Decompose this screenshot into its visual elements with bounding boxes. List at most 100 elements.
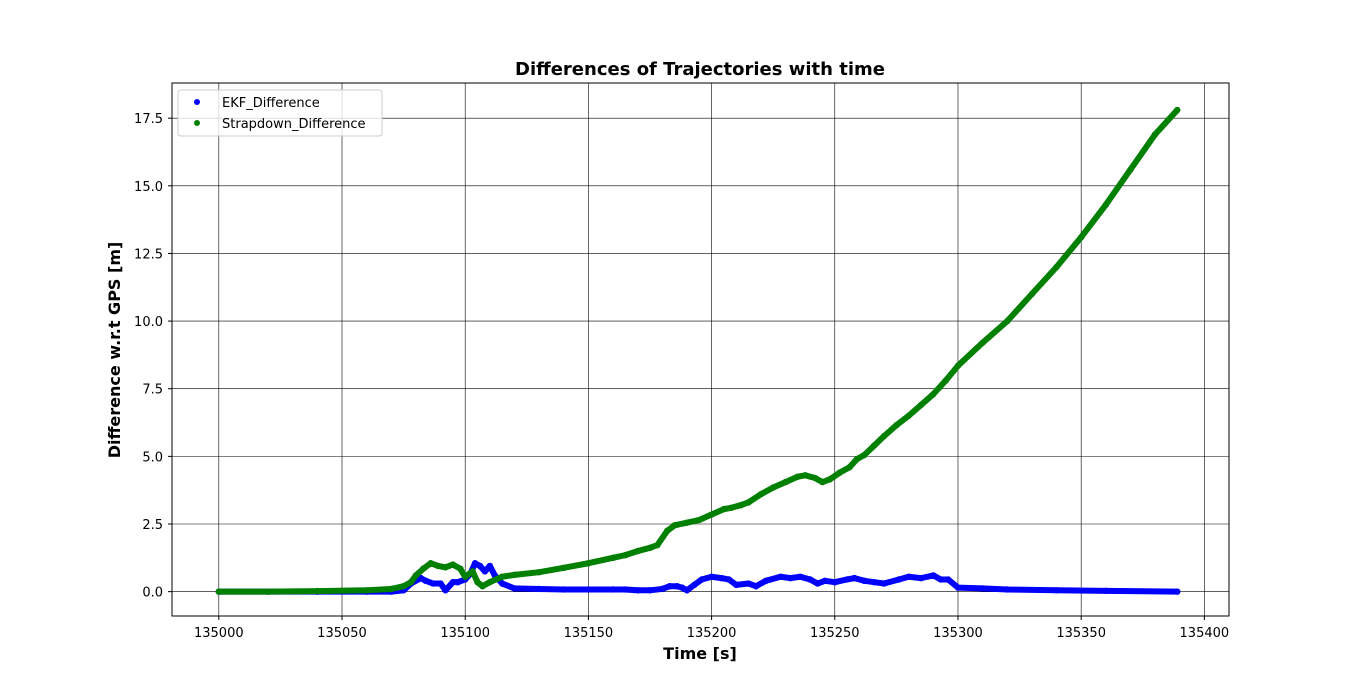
- data-point: [811, 474, 819, 482]
- x-tick-label: 135400: [1180, 626, 1230, 641]
- data-point: [511, 585, 518, 592]
- data-point: [454, 578, 462, 586]
- data-point: [1004, 317, 1011, 325]
- data-point: [671, 522, 678, 529]
- data-point: [942, 377, 949, 384]
- data-point: [979, 339, 986, 346]
- plot-frame: [171, 82, 1230, 617]
- data-point: [762, 577, 769, 585]
- data-point: [821, 577, 829, 585]
- data-point: [442, 564, 449, 571]
- data-point: [831, 578, 838, 586]
- data-point: [930, 572, 937, 579]
- data-point: [264, 588, 272, 595]
- x-tick-label: 135350: [1056, 626, 1106, 641]
- x-axis: 135000 135050 135100 135150 135200 135250 1353…: [194, 616, 1229, 641]
- data-point: [745, 580, 752, 587]
- series-layer: [215, 106, 1181, 595]
- data-point: [1053, 587, 1060, 594]
- data-point: [777, 573, 784, 580]
- data-point: [634, 547, 641, 555]
- data-point: [420, 565, 427, 572]
- data-point: [725, 576, 733, 583]
- data-point: [895, 576, 903, 583]
- data-point: [917, 401, 925, 409]
- data-point: [449, 578, 457, 586]
- data-point: [1174, 588, 1181, 595]
- data-point: [691, 581, 698, 589]
- data-point: [728, 504, 735, 511]
- x-tick-label: 135000: [194, 626, 244, 641]
- data-point: [853, 455, 861, 463]
- data-point: [1077, 234, 1085, 241]
- data-point: [474, 578, 481, 586]
- y-tick-label: 10.0: [134, 315, 163, 330]
- data-point: [664, 527, 671, 534]
- data-point: [769, 484, 777, 491]
- data-point: [861, 451, 868, 459]
- data-point: [954, 362, 962, 369]
- data-point: [646, 544, 654, 552]
- data-point: [400, 583, 407, 590]
- data-point: [560, 586, 567, 593]
- data-point: [826, 476, 834, 483]
- data-point: [954, 584, 962, 591]
- data-point: [836, 469, 843, 476]
- y-tick-label: 2.5: [142, 518, 163, 533]
- data-point: [806, 576, 814, 583]
- data-point: [871, 442, 878, 449]
- data-point: [434, 562, 442, 570]
- y-axis-label: Difference w.r.t GPS [m]: [105, 242, 124, 459]
- data-point: [917, 574, 925, 582]
- x-tick-label: 135300: [933, 626, 983, 641]
- data-point: [427, 560, 434, 567]
- data-point: [442, 587, 449, 594]
- data-point: [698, 576, 705, 583]
- data-point: [1127, 166, 1134, 173]
- data-point: [851, 574, 858, 582]
- legend-label-ekf: EKF_Difference: [222, 96, 320, 111]
- data-point: [720, 505, 728, 513]
- data-point: [1102, 587, 1110, 595]
- data-point: [678, 584, 686, 591]
- data-point: [486, 578, 494, 586]
- data-point: [819, 478, 826, 486]
- data-point: [861, 577, 868, 585]
- data-point: [930, 390, 937, 398]
- data-point: [944, 576, 952, 583]
- data-point: [363, 587, 370, 594]
- data-point: [1151, 131, 1159, 138]
- data-point: [462, 573, 469, 580]
- data-point: [979, 585, 986, 592]
- data-point: [498, 573, 506, 580]
- data-point: [634, 587, 641, 594]
- grid: [172, 83, 1229, 616]
- data-point: [905, 573, 912, 580]
- data-point: [893, 422, 900, 429]
- data-point: [880, 580, 888, 587]
- legend-label-strapdown: Strapdown_Difference: [222, 117, 366, 132]
- data-point: [215, 588, 223, 595]
- data-point: [1053, 263, 1060, 271]
- data-point: [417, 574, 425, 582]
- data-point: [871, 578, 878, 586]
- legend-box: [177, 89, 383, 137]
- data-point: [802, 472, 809, 479]
- y-tick-label: 17.5: [134, 112, 163, 127]
- data-point: [843, 576, 851, 583]
- data-point: [654, 541, 661, 549]
- data-point: [782, 478, 789, 486]
- data-point: [752, 583, 760, 590]
- y-tick-label: 7.5: [142, 383, 163, 398]
- x-axis-label: Time [s]: [663, 644, 737, 663]
- x-tick-label: 135100: [440, 626, 490, 641]
- series-strapdown-difference: [215, 106, 1181, 595]
- data-point: [429, 580, 437, 587]
- data-point: [846, 463, 853, 471]
- data-point: [718, 574, 725, 582]
- data-point: [486, 562, 494, 570]
- data-point: [659, 585, 666, 593]
- y-tick-label: 0.0: [142, 586, 163, 601]
- legend: EKF_Difference Strapdown_Difference: [177, 89, 383, 137]
